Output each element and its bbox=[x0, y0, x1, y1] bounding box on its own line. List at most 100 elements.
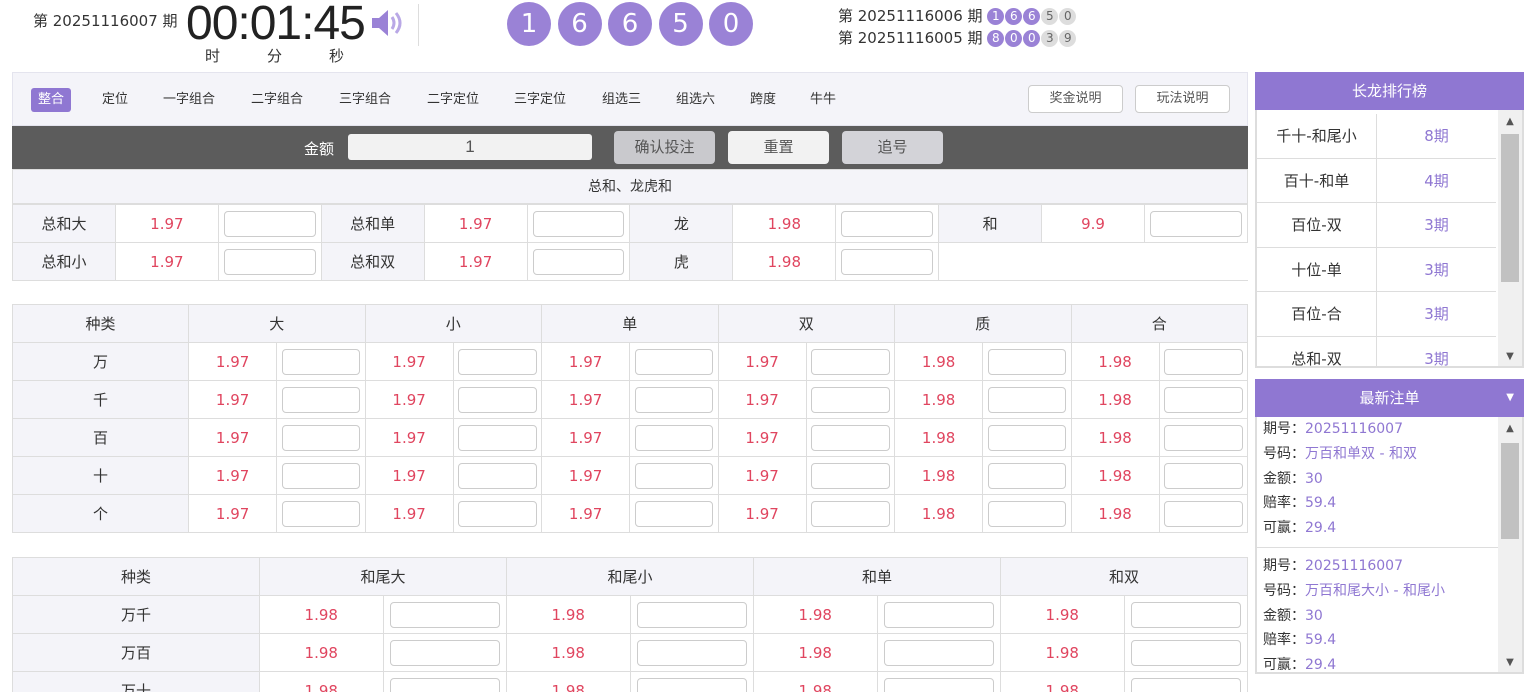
bet-amount-input[interactable] bbox=[637, 678, 747, 692]
history-ball: 6 bbox=[1005, 8, 1022, 25]
hour-label: 时 bbox=[205, 45, 220, 66]
prize-info-button[interactable]: 奖金说明 bbox=[1028, 85, 1123, 113]
play-tabs: 奖金说明 玩法说明 整合定位一字组合二字组合三字组合二字定位三字定位组选三组选六… bbox=[12, 72, 1248, 126]
bet-amount-input[interactable] bbox=[841, 249, 933, 275]
scroll-down-icon[interactable]: ▼ bbox=[1498, 351, 1522, 362]
bet-amount-input[interactable] bbox=[1164, 501, 1243, 527]
bet-amount-input[interactable] bbox=[884, 678, 994, 692]
bet-amount-input[interactable] bbox=[988, 425, 1067, 451]
bet-amount-input[interactable] bbox=[390, 602, 500, 628]
bet-amount-input[interactable] bbox=[635, 501, 714, 527]
bet-input-cell bbox=[1159, 343, 1247, 381]
bet-input-cell bbox=[1124, 634, 1248, 672]
confirm-bet-button[interactable]: 确认投注 bbox=[614, 131, 715, 164]
tab-7[interactable]: 组选三 bbox=[595, 88, 648, 112]
amount-input[interactable] bbox=[348, 134, 592, 160]
bet-amount-input[interactable] bbox=[533, 249, 625, 275]
tab-4[interactable]: 三字组合 bbox=[332, 88, 398, 112]
bet-amount-input[interactable] bbox=[224, 249, 316, 275]
bet-amount-input[interactable] bbox=[533, 211, 625, 237]
speaker-icon[interactable] bbox=[370, 8, 406, 42]
reset-button[interactable]: 重置 bbox=[728, 131, 829, 164]
bet-amount-input[interactable] bbox=[458, 501, 537, 527]
bet-amount-input[interactable] bbox=[282, 463, 361, 489]
bet-amount-input[interactable] bbox=[637, 640, 747, 666]
dragon-count: 8期 bbox=[1377, 114, 1496, 158]
scroll-up-icon[interactable]: ▲ bbox=[1498, 423, 1522, 434]
odds: 1.98 bbox=[1071, 419, 1159, 457]
bet-amount-input[interactable] bbox=[884, 602, 994, 628]
bet-amount-input[interactable] bbox=[811, 463, 890, 489]
bet-amount-input[interactable] bbox=[988, 501, 1067, 527]
bet-amount-input[interactable] bbox=[1164, 387, 1243, 413]
bet-field: 期号：20251116007 bbox=[1263, 554, 1492, 579]
bet-amount-input[interactable] bbox=[458, 425, 537, 451]
bet-amount-input[interactable] bbox=[390, 678, 500, 692]
scroll-down-icon[interactable]: ▼ bbox=[1498, 657, 1522, 668]
chase-button[interactable]: 追号 bbox=[842, 131, 943, 164]
tab-8[interactable]: 组选六 bbox=[669, 88, 722, 112]
bet-amount-input[interactable] bbox=[1131, 678, 1241, 692]
bet-amount-input[interactable] bbox=[811, 387, 890, 413]
bet-amount-input[interactable] bbox=[811, 349, 890, 375]
bet-amount-input[interactable] bbox=[282, 501, 361, 527]
bet-amount-input[interactable] bbox=[282, 425, 361, 451]
tab-1[interactable]: 定位 bbox=[95, 88, 135, 112]
bet-amount-input[interactable] bbox=[637, 602, 747, 628]
bet-amount-input[interactable] bbox=[458, 387, 537, 413]
bet-amount-input[interactable] bbox=[635, 387, 714, 413]
dragon-count: 3期 bbox=[1377, 203, 1496, 247]
bet-amount-input[interactable] bbox=[224, 211, 316, 237]
dragon-title: 长龙排行榜 bbox=[1255, 72, 1524, 110]
tab-0[interactable]: 整合 bbox=[31, 88, 71, 112]
bet-amount-input[interactable] bbox=[841, 211, 933, 237]
odds: 1.97 bbox=[718, 495, 806, 533]
scrollbar[interactable]: ▲▼ bbox=[1498, 110, 1522, 366]
bet-amount-input[interactable] bbox=[635, 425, 714, 451]
bet-amount-input[interactable] bbox=[282, 349, 361, 375]
tab-9[interactable]: 跨度 bbox=[743, 88, 783, 112]
bet-amount-input[interactable] bbox=[1164, 349, 1243, 375]
bet-amount-input[interactable] bbox=[988, 387, 1067, 413]
bet-amount-input[interactable] bbox=[811, 425, 890, 451]
tab-2[interactable]: 一字组合 bbox=[156, 88, 222, 112]
bet-amount-input[interactable] bbox=[390, 640, 500, 666]
dropdown-icon[interactable]: ▼ bbox=[1506, 379, 1514, 417]
bet-amount-input[interactable] bbox=[1131, 640, 1241, 666]
bet-amount-input[interactable] bbox=[458, 463, 537, 489]
scrollbar[interactable]: ▲▼ bbox=[1498, 417, 1522, 672]
tab-10[interactable]: 牛牛 bbox=[803, 88, 843, 112]
bet-input-cell bbox=[527, 205, 630, 243]
odds: 1.98 bbox=[260, 672, 384, 692]
tab-6[interactable]: 三字定位 bbox=[507, 88, 573, 112]
latest-bets-title[interactable]: 最新注单▼ bbox=[1255, 379, 1524, 417]
bet-amount-input[interactable] bbox=[1164, 463, 1243, 489]
bet-amount-input[interactable] bbox=[884, 640, 994, 666]
bet-field-value: 20251116007 bbox=[1305, 421, 1403, 437]
row-label: 万十 bbox=[13, 672, 260, 692]
bet-amount-input[interactable] bbox=[811, 501, 890, 527]
tab-5[interactable]: 二字定位 bbox=[420, 88, 486, 112]
rules-button[interactable]: 玩法说明 bbox=[1135, 85, 1230, 113]
odds: 1.97 bbox=[365, 419, 453, 457]
odds: 1.97 bbox=[189, 343, 277, 381]
scroll-up-icon[interactable]: ▲ bbox=[1498, 116, 1522, 127]
bet-amount-input[interactable] bbox=[282, 387, 361, 413]
bet-amount-input[interactable] bbox=[1164, 425, 1243, 451]
bet-input-cell bbox=[630, 634, 754, 672]
history-period: 第 20251116006 期 bbox=[838, 7, 983, 25]
tab-3[interactable]: 二字组合 bbox=[244, 88, 310, 112]
bet-amount-input[interactable] bbox=[988, 463, 1067, 489]
bet-amount-input[interactable] bbox=[1150, 211, 1242, 237]
bet-amount-input[interactable] bbox=[1131, 602, 1241, 628]
bet-amount-input[interactable] bbox=[988, 349, 1067, 375]
bet-amount-input[interactable] bbox=[458, 349, 537, 375]
bet-amount-input[interactable] bbox=[635, 463, 714, 489]
bet-amount-input[interactable] bbox=[635, 349, 714, 375]
